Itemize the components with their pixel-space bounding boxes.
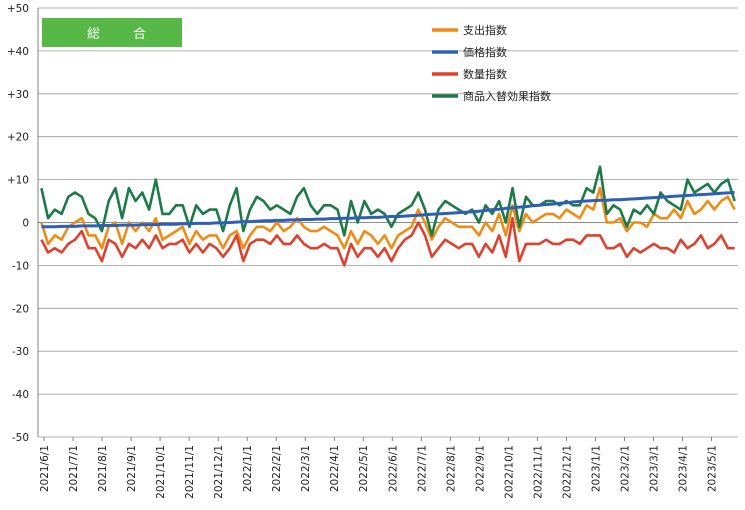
series-line-2 bbox=[40, 216, 735, 267]
x-tick-label: 2023/3/1 bbox=[648, 445, 660, 492]
y-tick-label: -40 bbox=[12, 389, 29, 401]
x-tick-label: 2021/10/1 bbox=[155, 445, 167, 499]
x-tick-label: 2022/12/1 bbox=[561, 445, 573, 499]
x-tick-label: 2022/10/1 bbox=[503, 445, 515, 499]
y-tick-label: +30 bbox=[7, 89, 29, 101]
chart-title-box bbox=[42, 18, 182, 47]
x-tick-label: 2022/4/1 bbox=[329, 445, 341, 492]
series-lines bbox=[40, 165, 736, 267]
legend-label: 商品入替効果指数 bbox=[463, 89, 551, 103]
x-tick-label: 2021/12/1 bbox=[213, 445, 225, 499]
y-tick-label: 0 bbox=[22, 218, 29, 230]
x-tick-label: 2022/7/1 bbox=[416, 445, 428, 492]
x-tick-label: 2022/11/1 bbox=[532, 445, 544, 499]
x-tick-label: 2021/6/1 bbox=[39, 445, 51, 492]
x-tick-label: 2022/9/1 bbox=[474, 445, 486, 492]
y-tick-label: +50 bbox=[7, 3, 29, 15]
series-line-3 bbox=[40, 165, 736, 237]
series-line-0 bbox=[40, 186, 736, 250]
x-tick-label: 2021/7/1 bbox=[68, 445, 80, 492]
x-tick-label: 2023/5/1 bbox=[706, 445, 718, 492]
x-tick-label: 2022/3/1 bbox=[300, 445, 312, 492]
x-tick-label: 2022/5/1 bbox=[358, 445, 370, 492]
y-tick-label: -20 bbox=[12, 303, 29, 315]
x-tick-label: 2022/6/1 bbox=[387, 445, 399, 492]
y-tick-label: -10 bbox=[12, 260, 29, 272]
x-tick-label: 2023/1/1 bbox=[590, 445, 602, 492]
x-tick-label: 2022/8/1 bbox=[445, 445, 457, 492]
y-axis: +50 +40 +30 +20 +10 0 -10 -20 -30 -40 -50 bbox=[7, 3, 29, 444]
y-tick-label: -50 bbox=[12, 432, 29, 444]
y-tick-label: -30 bbox=[12, 346, 29, 358]
series-line-1 bbox=[41, 191, 735, 229]
x-tick-label: 2023/4/1 bbox=[677, 445, 689, 492]
x-tick-label: 2021/9/1 bbox=[126, 445, 138, 492]
x-tick-label: 2021/11/1 bbox=[184, 445, 196, 499]
y-tick-label: +40 bbox=[7, 46, 29, 58]
chart-title: 総 合 bbox=[87, 27, 156, 42]
chart-title-badge: 総 合 bbox=[42, 18, 182, 47]
legend-label: 数量指数 bbox=[463, 67, 507, 81]
legend-label: 価格指数 bbox=[463, 45, 507, 59]
x-axis: 2021/6/1 2021/7/1 2021/8/1 2021/9/1 2021/10/… bbox=[39, 437, 718, 499]
y-tick-label: +10 bbox=[7, 175, 29, 187]
x-tick-label: 2022/2/1 bbox=[271, 445, 283, 492]
x-tick-label: 2023/2/1 bbox=[619, 445, 631, 492]
x-tick-label: 2021/8/1 bbox=[97, 445, 109, 492]
y-tick-label: +20 bbox=[7, 132, 29, 144]
legend-label: 支出指数 bbox=[463, 23, 507, 37]
x-tick-label: 2022/1/1 bbox=[242, 445, 254, 492]
